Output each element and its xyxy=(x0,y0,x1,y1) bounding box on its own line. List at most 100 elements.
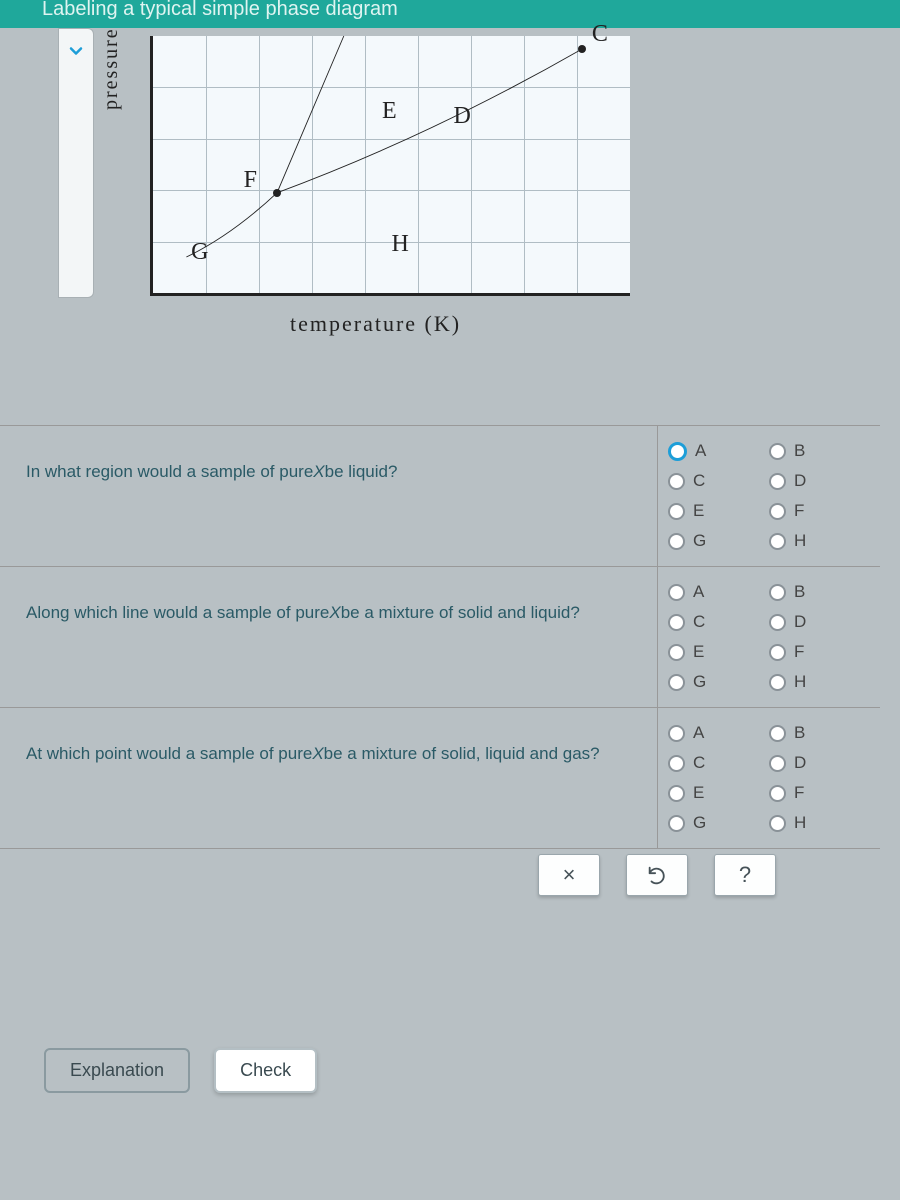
option-label: G xyxy=(693,672,706,692)
help-button[interactable]: ? xyxy=(714,854,776,896)
bottom-button-bar: Explanation Check xyxy=(44,1048,317,1093)
question-prompt: Along which line would a sample of pure … xyxy=(0,567,658,707)
undo-icon xyxy=(646,864,668,886)
option-label: E xyxy=(693,642,704,662)
option-label: B xyxy=(794,441,805,461)
radio-icon xyxy=(769,443,786,460)
radio-icon xyxy=(668,503,685,520)
option-b[interactable]: B xyxy=(769,577,870,607)
radio-icon xyxy=(668,785,685,802)
option-label: E xyxy=(693,501,704,521)
x-axis-label: temperature (K) xyxy=(290,311,461,337)
close-icon: × xyxy=(563,862,576,888)
option-g[interactable]: G xyxy=(668,526,769,556)
option-group: A B C D E F G H xyxy=(658,426,880,566)
radio-icon xyxy=(769,674,786,691)
radio-icon xyxy=(668,584,685,601)
explanation-button[interactable]: Explanation xyxy=(44,1048,190,1093)
chevron-down-icon xyxy=(66,41,86,61)
check-button[interactable]: Check xyxy=(214,1048,317,1093)
option-c[interactable]: C xyxy=(668,607,769,637)
option-a[interactable]: A xyxy=(668,718,769,748)
radio-icon xyxy=(769,725,786,742)
option-f[interactable]: F xyxy=(769,637,870,667)
radio-icon xyxy=(668,755,685,772)
option-label: B xyxy=(794,582,805,602)
diagram-label-g: G xyxy=(191,239,208,266)
option-f[interactable]: F xyxy=(769,778,870,808)
option-label: D xyxy=(794,612,806,632)
option-label: C xyxy=(693,612,705,632)
option-d[interactable]: D xyxy=(769,607,870,637)
question-row: In what region would a sample of pure X … xyxy=(0,426,880,567)
radio-icon xyxy=(769,533,786,550)
clear-button[interactable]: × xyxy=(538,854,600,896)
option-d[interactable]: D xyxy=(769,466,870,496)
phase-diagram: CDEFGH temperature (K) xyxy=(140,36,640,326)
radio-icon xyxy=(769,614,786,631)
option-label: F xyxy=(794,501,804,521)
option-e[interactable]: E xyxy=(668,496,769,526)
question-row: Along which line would a sample of pure … xyxy=(0,567,880,708)
option-label: D xyxy=(794,753,806,773)
option-e[interactable]: E xyxy=(668,637,769,667)
page-title: Labeling a typical simple phase diagram xyxy=(0,0,900,28)
option-label: D xyxy=(794,471,806,491)
option-a[interactable]: A xyxy=(668,436,769,466)
option-f[interactable]: F xyxy=(769,496,870,526)
option-label: H xyxy=(794,813,806,833)
option-label: H xyxy=(794,672,806,692)
option-a[interactable]: A xyxy=(668,577,769,607)
option-label: H xyxy=(794,531,806,551)
option-label: E xyxy=(693,783,704,803)
help-icon: ? xyxy=(739,862,751,888)
option-b[interactable]: B xyxy=(769,718,870,748)
option-h[interactable]: H xyxy=(769,526,870,556)
radio-icon xyxy=(769,755,786,772)
option-b[interactable]: B xyxy=(769,436,870,466)
radio-icon xyxy=(769,584,786,601)
option-group: A B C D E F G H xyxy=(658,567,880,707)
radio-icon xyxy=(668,533,685,550)
diagram-label-e: E xyxy=(382,98,397,125)
undo-button[interactable] xyxy=(626,854,688,896)
radio-icon xyxy=(668,614,685,631)
option-h[interactable]: H xyxy=(769,667,870,697)
radio-icon xyxy=(668,674,685,691)
option-c[interactable]: C xyxy=(668,748,769,778)
option-label: C xyxy=(693,471,705,491)
radio-icon xyxy=(769,473,786,490)
option-g[interactable]: G xyxy=(668,808,769,838)
radio-icon xyxy=(668,644,685,661)
option-label: F xyxy=(794,642,804,662)
option-e[interactable]: E xyxy=(668,778,769,808)
diagram-label-h: H xyxy=(392,231,409,258)
radio-icon xyxy=(769,785,786,802)
option-label: B xyxy=(794,723,805,743)
question-table: In what region would a sample of pure X … xyxy=(0,425,880,849)
option-d[interactable]: D xyxy=(769,748,870,778)
option-label: A xyxy=(693,582,704,602)
diagram-label-c: C xyxy=(592,21,608,48)
radio-icon xyxy=(668,473,685,490)
question-row: At which point would a sample of pure X … xyxy=(0,708,880,849)
question-prompt: In what region would a sample of pure X … xyxy=(0,426,658,566)
radio-icon xyxy=(668,442,687,461)
diagram-label-d: D xyxy=(454,103,471,130)
radio-icon xyxy=(668,725,685,742)
option-c[interactable]: C xyxy=(668,466,769,496)
radio-icon xyxy=(769,503,786,520)
question-prompt: At which point would a sample of pure X … xyxy=(0,708,658,848)
option-h[interactable]: H xyxy=(769,808,870,838)
radio-icon xyxy=(769,644,786,661)
option-label: G xyxy=(693,813,706,833)
diagram-label-f: F xyxy=(244,167,257,194)
option-label: F xyxy=(794,783,804,803)
collapse-toggle[interactable] xyxy=(58,28,94,298)
option-label: C xyxy=(693,753,705,773)
radio-icon xyxy=(769,815,786,832)
option-group: A B C D E F G H xyxy=(658,708,880,848)
action-bar: × ? xyxy=(538,854,776,896)
option-g[interactable]: G xyxy=(668,667,769,697)
option-label: A xyxy=(695,441,706,461)
